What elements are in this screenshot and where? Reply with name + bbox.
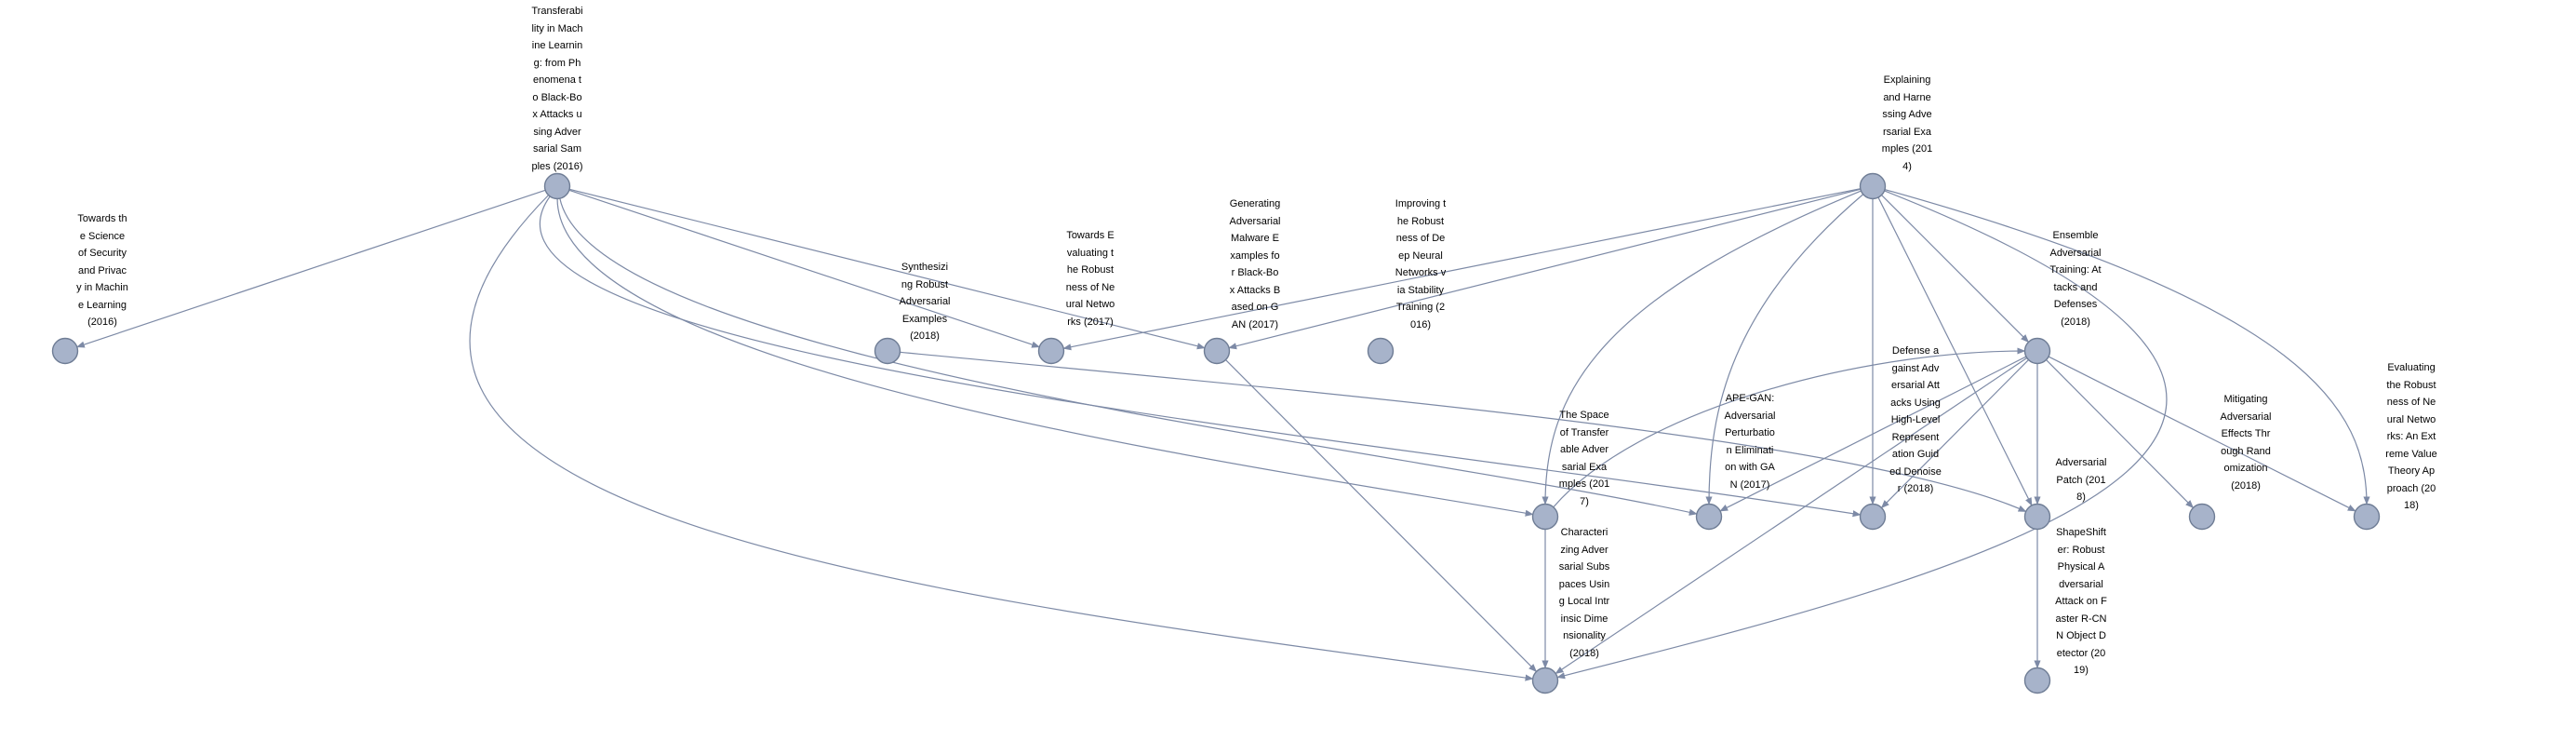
node-label-evaluating-robustness: Towards Evaluating the Robustness of Neu… (1065, 230, 1115, 328)
edge-explain-to-ensemble (1881, 195, 2030, 344)
edges-layer (75, 188, 2370, 681)
edge-explain-to-robust (1062, 188, 1861, 351)
node-label-shapeshifter: ShapeShifter: Robust Physical Adversaria… (2055, 527, 2107, 676)
edge-transfer-to-malware (568, 188, 1206, 350)
node-label-synthesizing: Synthesizing Robust Adversarial Examples… (899, 262, 951, 342)
edge-transfer-to-apegan (559, 198, 1698, 516)
node-label-characterizing: Characterizing Adversarial Subspaces Usi… (1558, 527, 1610, 659)
edge-transfer-to-defense (540, 195, 1862, 518)
node-label-malware-gan: Generating Adversarial Malware Examples … (1229, 198, 1281, 330)
edge-explain-to-evaluating (1884, 189, 2370, 505)
edge-ensemble-to-apegan (1719, 356, 2027, 512)
edge-explain-to-character (1556, 190, 2168, 680)
node-label-stability-training: Improving the Robustness of Deep Neural … (1395, 198, 1447, 330)
edge-explain-to-malware (1228, 188, 1862, 350)
node-space[interactable] (1531, 503, 1559, 531)
node-label-explaining: Explaining and Harnessing Adversarial Ex… (1881, 74, 1933, 172)
nodes-layer (51, 172, 2381, 694)
node-label-ape-gan: APE-GAN: Adversarial Perturbation Elimin… (1724, 393, 1776, 491)
edge-ensemble-to-mitigating (2046, 359, 2195, 509)
node-patch[interactable] (2023, 503, 2051, 531)
node-label-adversarial-patch: Adversarial Patch (2018) (2055, 457, 2107, 503)
node-apegan[interactable] (1695, 503, 1723, 531)
node-label-extreme-value: Evaluating the Robustness of Neural Netw… (2385, 362, 2437, 511)
edge-malware-to-character (1225, 359, 1538, 673)
edge-ensemble-to-character (1555, 357, 2028, 674)
node-label-space-transferable: The Space of Transferable Adversarial Ex… (1558, 410, 1610, 507)
edge-transfer-to-character (469, 195, 1534, 681)
node-label-science-security: Towards the Science of Security and Priv… (76, 213, 128, 328)
edge-explain-to-patch (1877, 196, 2033, 506)
edge-transfer-to-science (75, 189, 546, 348)
node-label-ensemble: Ensemble Adversarial Training: Attacks a… (2049, 230, 2102, 328)
node-label-mitigating: Mitigating Adversarial Effects Through R… (2220, 394, 2272, 492)
node-transfer[interactable] (543, 172, 571, 200)
edge-transfer-to-robust (568, 189, 1041, 348)
edge-explain-to-apegan (1705, 194, 1864, 505)
node-science[interactable] (51, 337, 79, 365)
edge-explain-to-space (1542, 190, 1862, 505)
node-mitigating[interactable] (2188, 503, 2216, 531)
edge-ensemble-to-evaluating (2048, 356, 2356, 512)
node-malware[interactable] (1203, 337, 1231, 365)
node-label-transferability: Transferability in Machine Learning: fro… (531, 6, 583, 172)
node-synth[interactable] (874, 337, 901, 365)
node-evaluating[interactable] (2353, 503, 2381, 531)
edge-ensemble-to-defense (1880, 359, 2029, 509)
edge-transfer-to-space (556, 198, 1534, 517)
edge-space-to-ensemble (1553, 347, 2026, 508)
node-robust[interactable] (1037, 337, 1065, 365)
node-improving[interactable] (1367, 337, 1395, 365)
edge-synth-to-patch (900, 351, 2027, 513)
node-label-defense-denoiser: Defense against Adversarial Attacks Usin… (1889, 345, 1942, 494)
node-character[interactable] (1531, 667, 1559, 694)
node-explain[interactable] (1859, 172, 1887, 200)
node-ensemble[interactable] (2023, 337, 2051, 365)
node-shape[interactable] (2023, 667, 2051, 694)
node-defense[interactable] (1859, 503, 1887, 531)
